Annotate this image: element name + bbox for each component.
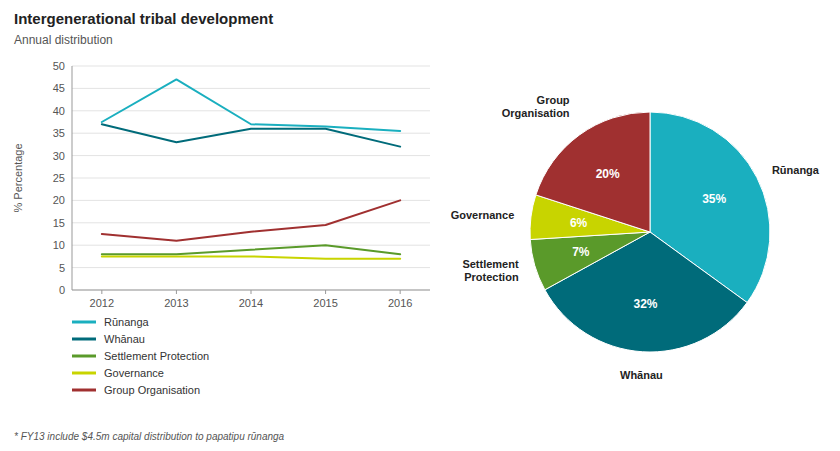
legend-label: Group Organisation [104,384,200,396]
series-line [102,124,400,146]
y-tick-label: 35 [53,127,65,139]
y-tick-label: 45 [53,82,65,94]
x-tick [176,290,177,294]
grid-line [72,222,430,223]
legend-label: Whānau [104,333,145,345]
series-line [102,245,400,254]
x-tick-label: 2012 [90,297,114,309]
y-tick-label: 50 [53,60,65,72]
grid-line [72,200,430,201]
grid-line [72,178,430,179]
data-label: 7% [572,245,590,259]
data-label: 35% [702,192,726,206]
pie-slice [530,232,650,290]
grid-line [72,267,430,268]
x-tick-label: 2016 [388,297,412,309]
x-tick-label: 2015 [313,297,337,309]
category-label: SettlementProtection [462,258,519,283]
category-label-line: Governance [451,209,515,221]
series-line [102,79,400,131]
series-line [102,200,400,240]
y-tick-label: 30 [53,150,65,162]
category-label-line: Settlement [462,258,519,270]
y-tick-label: 5 [59,262,65,274]
legend-swatch [72,338,96,341]
pie-chart: 35% 32% 7% 6% 20% Rūnanga Whānau SettlementProt… [451,94,820,380]
legend-swatch [72,372,96,375]
category-label-line: Protection [464,271,519,283]
category-label: Whānau [620,369,663,381]
legend-swatch [72,321,96,324]
grid-line [72,88,430,89]
category-label-line: Group [537,94,570,106]
category-label: Rūnanga [772,164,820,176]
x-tick-label: 2014 [239,297,263,309]
series-line [102,256,400,258]
pie-slice [536,112,650,232]
y-tick-label: 0 [59,284,65,296]
data-label: 20% [596,167,620,181]
category-label-line: Organisation [502,107,570,119]
category-label-line: Rūnanga [772,164,820,176]
grid-line [72,133,430,134]
grid-line [72,66,430,67]
plot-area [102,79,400,258]
chart-root: Intergenerational tribal development Annu… [0,0,840,451]
y-tick-label: 10 [53,239,65,251]
y-axis-line [72,66,73,290]
x-tick [400,290,401,294]
x-tick-label: 2013 [164,297,188,309]
y-tick-label: 40 [53,105,65,117]
x-tick [251,290,252,294]
legend-label: Settlement Protection [104,350,209,362]
grid-line [72,110,430,111]
subtitle: Annual distribution [14,33,113,47]
footnote: * FY13 include $4.5m capital distributio… [14,431,285,442]
y-tick-label: 25 [53,172,65,184]
line-chart: Intergenerational tribal development Annu… [12,10,430,442]
legend-label: Rūnanga [104,316,150,328]
legend-label: Governance [104,367,164,379]
y-tick-label: 20 [53,194,65,206]
x-tick [325,290,326,294]
y-tick-label: 15 [53,217,65,229]
legend: Rūnanga Whānau Settlement Protection Govern… [72,316,209,396]
legend-swatch [72,389,96,392]
data-label: 32% [633,297,657,311]
background [0,0,840,451]
data-label: 6% [570,216,588,230]
pie-slice [545,232,747,352]
category-label: Governance [451,209,515,221]
category-label-line: Whānau [620,369,663,381]
category-label: GroupOrganisation [502,94,570,119]
grid-line [72,155,430,156]
legend-swatch [72,355,96,358]
x-tick [101,290,102,294]
title: Intergenerational tribal development [14,10,273,27]
y-axis-label: % Percentage [12,143,24,212]
grid-line [72,245,430,246]
